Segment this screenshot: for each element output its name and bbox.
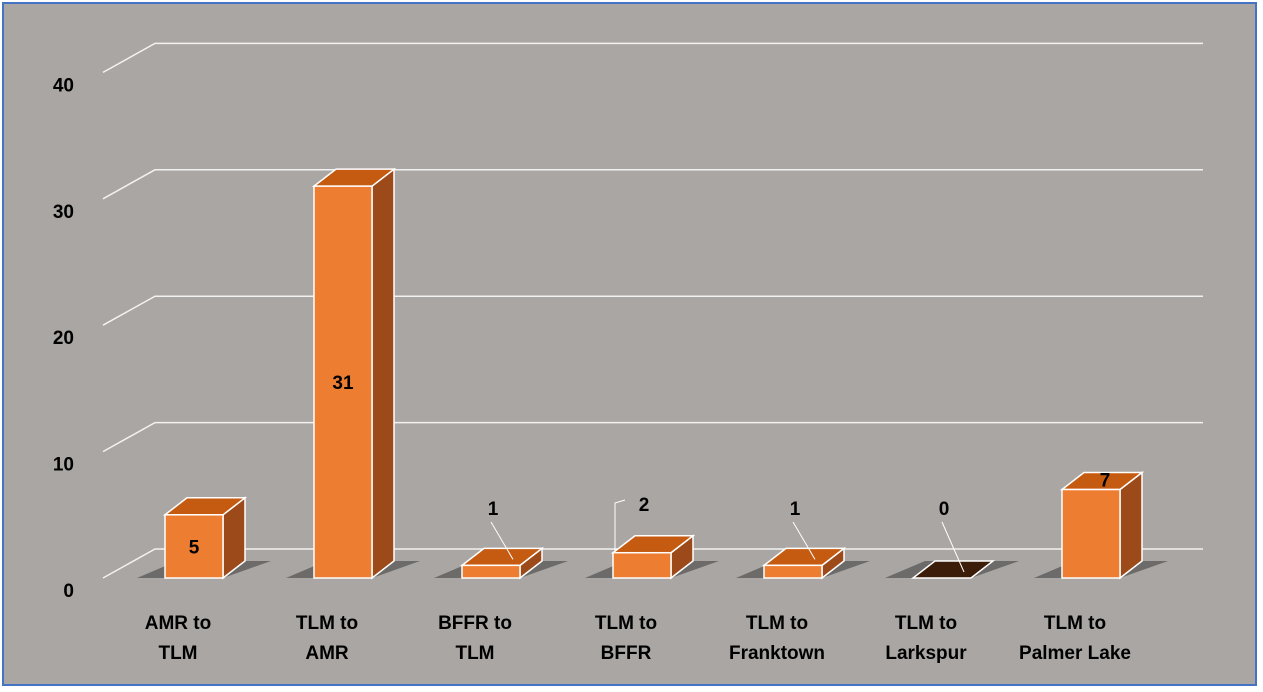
y-tick-label: 30 [53,202,74,223]
y-tick-label: 40 [53,75,74,96]
bar-side [371,167,395,580]
bar-front [1061,488,1121,579]
x-tick-label: TLM to Larkspur [885,613,967,664]
bar-top [910,560,996,579]
data-label-leader [941,521,965,573]
bar-front [164,514,224,579]
data-label: 31 [332,373,354,394]
bars [137,167,1168,580]
data-label: 2 [639,495,650,516]
data-labels: 5 31 1 2 1 0 7 [189,373,1111,573]
x-tick-label: AMR to TLM [145,613,211,664]
bar [1034,470,1168,580]
x-tick-label: TLM to Palmer Lake [1019,613,1131,664]
y-tick-label: 10 [53,455,74,476]
x-tick-label: TLM to AMR [296,613,358,664]
bar-side [1119,470,1143,580]
x-tick-label: TLM to BFFR [595,613,657,664]
gridlines [102,42,1203,579]
x-tick-label: TLM to Franktown [729,613,825,664]
x-tick-label: BFFR to TLM [438,613,512,664]
bar-front [461,564,521,579]
bar [137,496,271,580]
bar-front [763,564,823,579]
data-label-leader [490,521,514,560]
bar [736,546,870,580]
bar [585,534,719,580]
gridline [102,295,1203,326]
data-label-leader [614,499,626,551]
gridline [102,169,1203,200]
y-axis-tick-labels: 0 10 20 30 40 [53,75,74,602]
x-axis-category-labels: AMR to TLM TLM to AMR BFFR to TLM TLM to BFFR TL… [145,613,1131,664]
gridline [102,548,1203,579]
data-label: 5 [189,537,200,558]
data-label: 1 [790,499,801,520]
y-tick-label: 20 [53,328,74,349]
data-label: 1 [488,499,499,520]
y-tick-label: 0 [63,581,74,602]
bar [286,167,420,580]
bar [434,546,568,580]
bar-front [612,551,672,579]
bar-front [313,185,373,579]
gridline [102,42,1203,74]
bar [885,560,1019,579]
data-label-leader [792,521,816,560]
data-label: 0 [939,499,950,520]
data-label: 7 [1100,471,1111,492]
gridline [102,421,1203,453]
